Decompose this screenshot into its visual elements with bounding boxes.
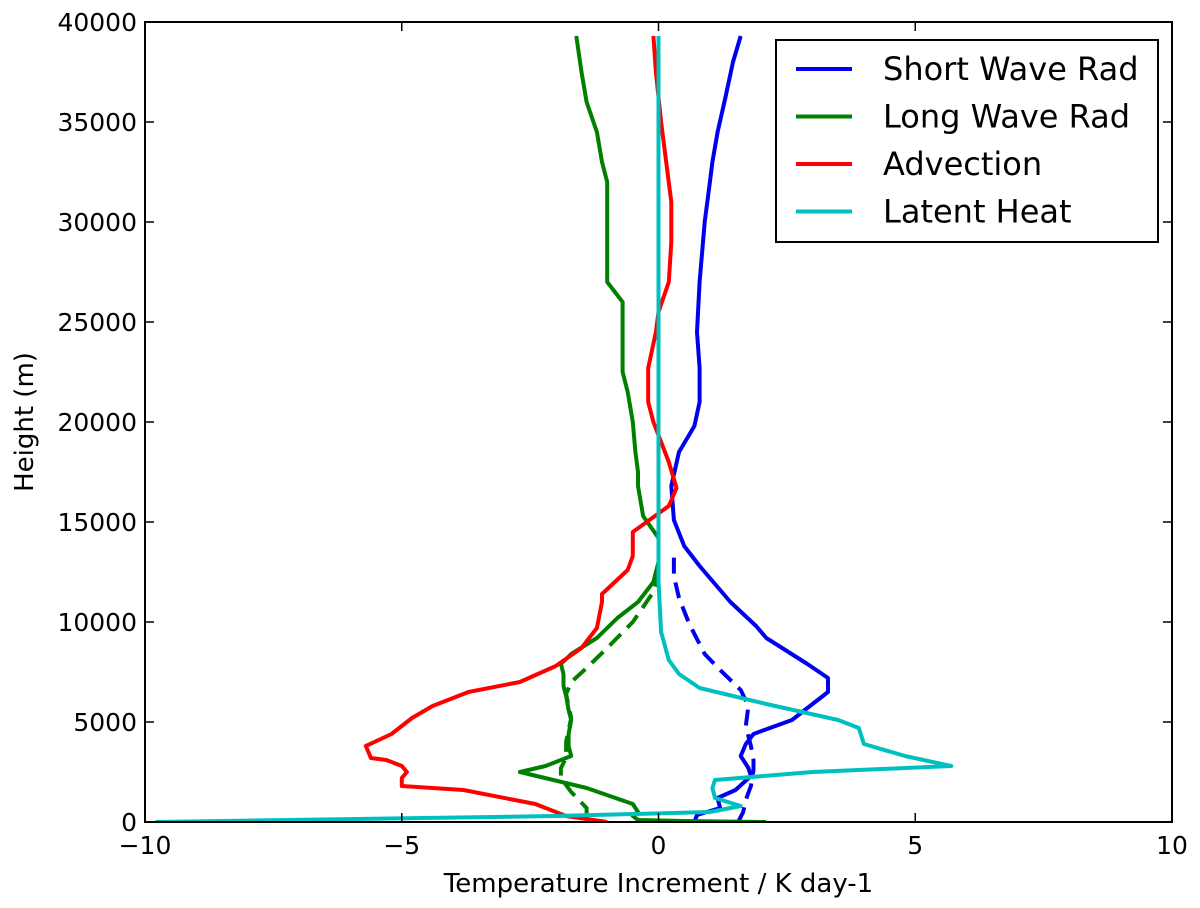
legend-label-short-wave-rad: Short Wave Rad — [883, 50, 1139, 88]
y-axis-label: Height (m) — [10, 352, 40, 492]
y-tick-label: 40000 — [57, 8, 137, 37]
y-tick-label: 35000 — [57, 108, 137, 137]
tick-layer: −10 −5 0 5 10 0 5000 10000 15000 20000 25000 30000 3… — [57, 8, 1187, 860]
y-tick-label: 15000 — [57, 508, 137, 537]
series-line-short-wave-rad — [669, 35, 830, 822]
series-line-long-wave-rad — [517, 35, 767, 822]
x-tick-label: 0 — [651, 831, 667, 860]
x-tick-label: −10 — [119, 831, 172, 860]
y-tick-label: 25000 — [57, 308, 137, 337]
legend-label-long-wave-rad: Long Wave Rad — [883, 98, 1130, 136]
x-tick-label: 10 — [1156, 831, 1188, 860]
series-line-latent-heat — [155, 36, 954, 822]
series-line-advection — [363, 35, 679, 822]
y-tick-label: 20000 — [57, 408, 137, 437]
x-tick-label: −5 — [383, 831, 420, 860]
x-tick-label: 5 — [907, 831, 923, 860]
y-tick-label: 0 — [121, 808, 137, 837]
series-line-short-wave-rad-dashed — [671, 556, 756, 822]
y-tick-label: 5000 — [73, 708, 137, 737]
legend-box — [775, 39, 1159, 243]
legend-label-advection: Advection — [883, 145, 1042, 183]
legend: Short Wave Rad Long Wave Rad Advection Late… — [775, 39, 1159, 243]
series-line-long-wave-rad-dashed — [558, 575, 661, 816]
y-tick-label: 30000 — [57, 208, 137, 237]
y-tick-label: 10000 — [57, 608, 137, 637]
series-layer — [155, 35, 954, 822]
x-axis-label: Temperature Increment / K day-1 — [443, 869, 873, 899]
legend-label-latent-heat: Latent Heat — [883, 193, 1072, 231]
